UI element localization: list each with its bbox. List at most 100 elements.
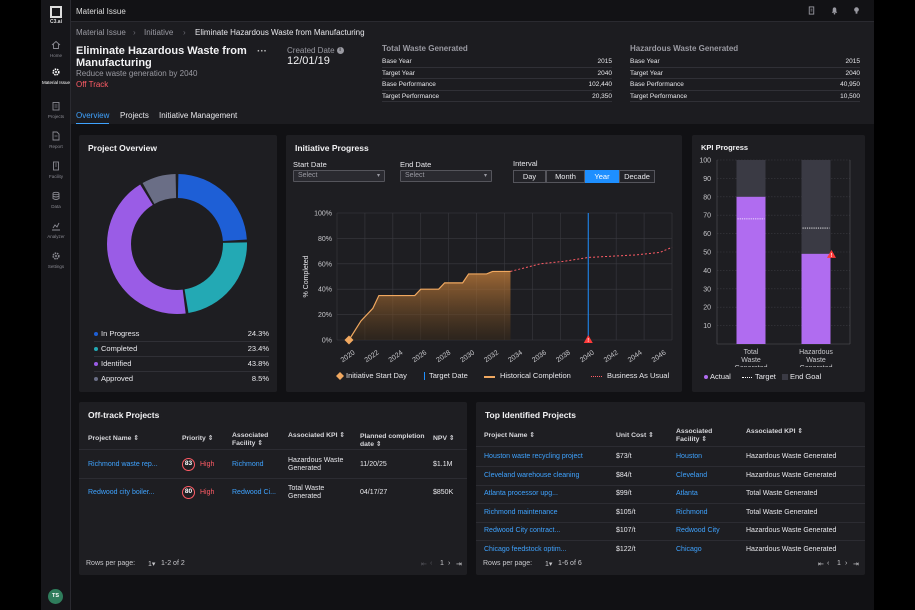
offtrack-project-name[interactable]: Redwood city boiler...: [88, 489, 155, 496]
historical-completion-area: [348, 271, 511, 340]
project-name-link[interactable]: Houston waste recycling project: [484, 453, 583, 460]
sidebar-item-facility[interactable]: Facility: [41, 161, 71, 179]
column-header-facility[interactable]: Associated Facility ⇕: [676, 428, 736, 443]
sort-icon: ⇕: [529, 432, 536, 439]
kpi-value: Hazardous Waste Generated: [746, 527, 837, 534]
interval-decade[interactable]: Decade: [619, 170, 655, 183]
stat-row: Target Performance 20,350: [382, 91, 612, 102]
sidebar-item-material-issue[interactable]: Material Issue: [41, 67, 71, 85]
facility-link[interactable]: Cleveland: [676, 471, 708, 479]
column-header-text: Associated KPI: [746, 428, 796, 435]
column-header-project-name[interactable]: Project Name ⇕: [484, 432, 535, 440]
sidebar-item-home[interactable]: Home: [41, 40, 71, 58]
y-tick-label: 10: [703, 323, 711, 330]
tab-initiative-management[interactable]: Initiative Management: [159, 111, 238, 120]
legend-label: Completed: [101, 344, 138, 353]
facility-link[interactable]: Atlanta: [676, 490, 698, 497]
sidebar-item-report[interactable]: Report: [41, 131, 71, 149]
unit-cost: $122/t: [616, 545, 636, 553]
interval-year[interactable]: Year: [585, 170, 619, 183]
column-header-priority[interactable]: Priority ⇕: [182, 435, 213, 443]
building-icon[interactable]: [807, 6, 816, 15]
x-category-label-line: Total: [744, 349, 759, 356]
interval-day[interactable]: Day: [513, 170, 546, 183]
more-options-icon[interactable]: ···: [257, 46, 267, 57]
project-name-link[interactable]: Atlanta processor upg...: [484, 490, 558, 497]
rows-per-page-select[interactable]: 1▾: [148, 560, 155, 568]
x-tick-label: 2036: [531, 349, 548, 364]
stat-value: 102,440: [588, 81, 613, 88]
project-name-link[interactable]: Redwood City contract...: [484, 527, 561, 534]
progress-legend: Initiative Start Day Target Date Histori…: [336, 370, 676, 382]
first-page-icon[interactable]: ⇤: [421, 561, 427, 568]
top-identified-title: Top Identified Projects: [485, 410, 576, 420]
end-date-select[interactable]: Select ▾: [400, 170, 492, 182]
offtrack-project-name[interactable]: Richmond waste rep...: [88, 461, 158, 468]
bell-icon[interactable]: [830, 6, 839, 15]
start-date-select[interactable]: Select ▾: [293, 170, 385, 182]
historical-completion-line: [348, 270, 511, 341]
first-page-icon[interactable]: ⇤: [818, 561, 824, 568]
breadcrumb-item-initiative[interactable]: Initiative: [144, 28, 174, 37]
sidebar-item-data[interactable]: Data: [41, 191, 71, 209]
prev-page-icon[interactable]: ‹: [430, 560, 433, 567]
stat-key: Base Performance: [382, 81, 436, 88]
x-category-label-line: Generated: [734, 365, 767, 367]
lightbulb-icon[interactable]: [852, 6, 861, 15]
column-header-npv[interactable]: NPV ⇕: [433, 435, 455, 443]
facility-link[interactable]: Redwood Ci...: [232, 489, 276, 496]
y-tick-label: 90: [703, 176, 711, 183]
page-subtitle: Reduce waste generation by 2040: [76, 69, 198, 78]
column-header-kpi[interactable]: Associated KPI ⇕: [288, 432, 348, 440]
kpi-value: Hazardous Waste Generated: [288, 457, 344, 472]
last-page-icon[interactable]: ⇥: [853, 561, 859, 568]
logo-text: C3.ai: [50, 19, 62, 25]
column-header-project-name[interactable]: Project Name ⇕: [88, 435, 139, 443]
facility-link[interactable]: Richmond: [232, 461, 264, 468]
legend-dot: [94, 347, 98, 351]
stat-value: 2040: [597, 69, 612, 77]
column-header-unit-cost[interactable]: Unit Cost ⇕: [616, 432, 654, 440]
legend-approved: Approved 8.5%: [94, 373, 269, 387]
breadcrumb-item-material-issue[interactable]: Material Issue: [76, 28, 126, 37]
prev-page-icon[interactable]: ‹: [827, 560, 830, 567]
column-header-completion-date[interactable]: Planned completion date ⇕: [360, 433, 432, 448]
sidebar-item-projects[interactable]: Projects: [41, 101, 71, 119]
x-category-label-line: Generated: [799, 365, 832, 367]
offtrack-title: Off-track Projects: [88, 410, 160, 420]
sidebar-item-settings[interactable]: Settings: [41, 251, 71, 269]
priority-score: 80: [182, 486, 195, 499]
top-bar: Material Issue: [71, 0, 874, 22]
kpi-progress-chart: 100908070605040302010TotalWasteGenerated…: [699, 158, 851, 367]
chevron-down-icon: ▾: [376, 173, 380, 179]
chevron-down-icon: ▾: [548, 561, 553, 568]
tab-projects[interactable]: Projects: [120, 111, 149, 120]
user-avatar[interactable]: TS: [48, 589, 63, 604]
column-header-kpi[interactable]: Associated KPI ⇕: [746, 428, 841, 436]
project-name-link[interactable]: Cleveland warehouse cleaning: [484, 471, 580, 479]
facility-link[interactable]: Redwood City: [676, 527, 720, 534]
facility-link[interactable]: Richmond: [676, 508, 708, 516]
x-tick-label: 2024: [388, 349, 405, 364]
interval-month[interactable]: Month: [546, 170, 585, 183]
info-icon[interactable]: i: [336, 47, 344, 55]
c3-logo[interactable]: C3.ai: [47, 6, 65, 25]
project-overview-title: Project Overview: [88, 143, 157, 153]
y-tick-label: 0%: [322, 338, 332, 345]
next-page-icon[interactable]: ›: [845, 560, 848, 567]
interval-label: Interval: [513, 159, 538, 168]
breadcrumb-chevron-icon: ›: [183, 28, 186, 37]
next-page-icon[interactable]: ›: [448, 560, 451, 567]
column-header-facility[interactable]: Associated Facility ⇕: [232, 432, 282, 447]
facility-link[interactable]: Chicago: [676, 545, 702, 553]
legend-label: Actual: [710, 372, 731, 381]
rows-per-page-select[interactable]: 1▾: [545, 560, 552, 568]
sidebar-item-analyzer[interactable]: Analyzer: [41, 221, 71, 239]
column-header-text: Associated Facility: [676, 428, 713, 443]
facility-link[interactable]: Houston: [676, 453, 703, 460]
tab-overview[interactable]: Overview: [76, 111, 110, 125]
project-name-link[interactable]: Chicago feedstock optim...: [484, 545, 567, 553]
last-page-icon[interactable]: ⇥: [456, 561, 462, 568]
dashboard-content: Project Overview In Progress 24.3% Comple…: [71, 124, 874, 610]
project-name-link[interactable]: Richmond maintenance: [484, 508, 558, 516]
